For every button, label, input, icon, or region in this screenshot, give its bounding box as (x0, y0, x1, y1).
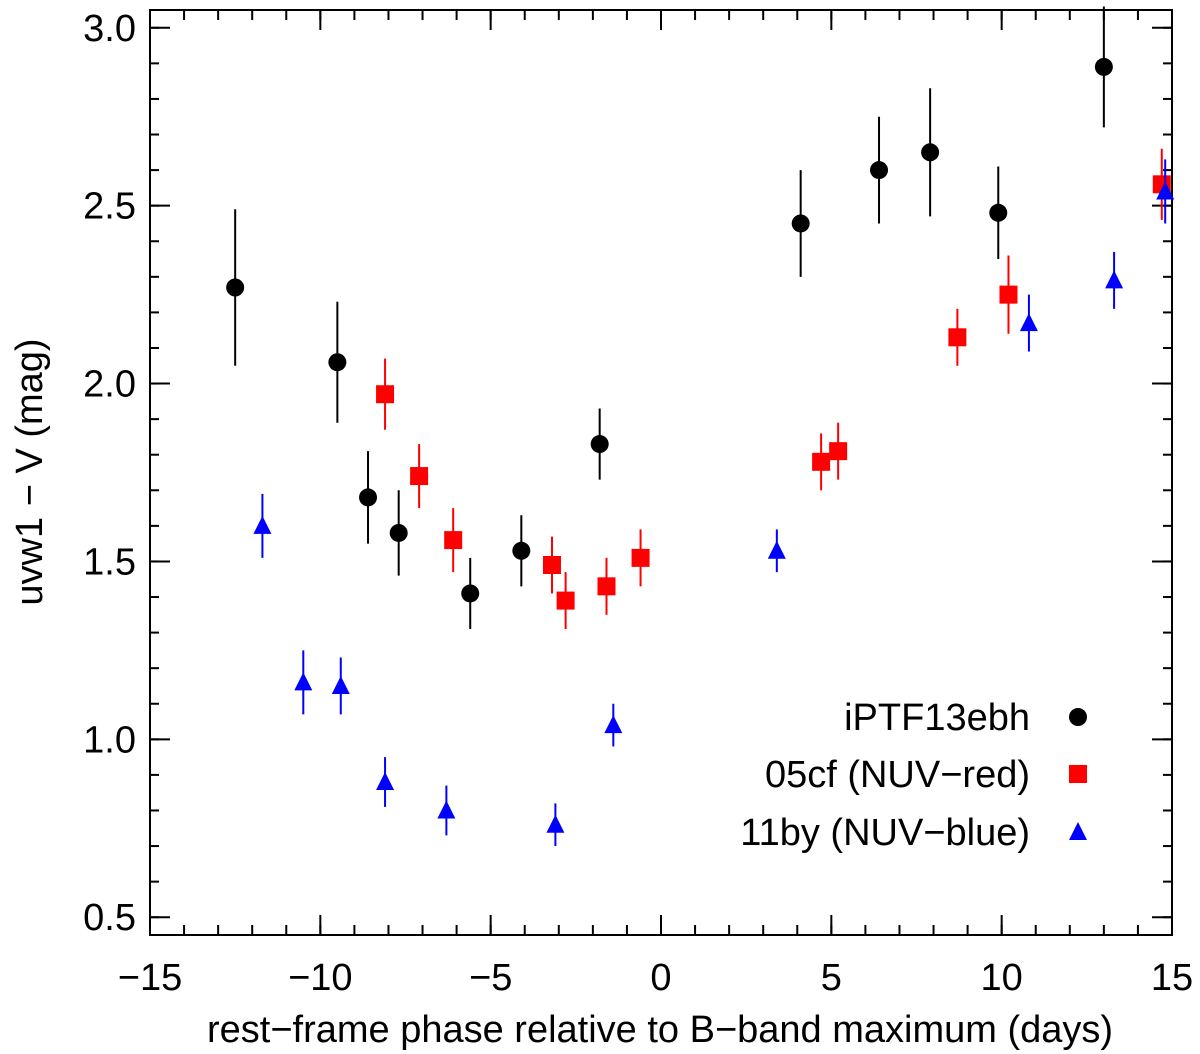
series-2 (253, 159, 1175, 847)
data-point (1105, 270, 1124, 289)
x-tick-label: 5 (821, 957, 842, 999)
y-axis-label: uvw1 − V (mag) (9, 338, 51, 605)
x-tick-label: −10 (288, 957, 352, 999)
series-0 (226, 6, 1113, 630)
data-point (376, 772, 395, 791)
data-point (1156, 181, 1175, 200)
legend-marker-circle (1069, 708, 1087, 726)
x-tick-label: −15 (118, 957, 182, 999)
data-point (921, 143, 940, 162)
legend: iPTF13ebh 05cf (NUV−red) 11by (NUV−blue) (740, 697, 1087, 854)
data-point (376, 385, 395, 404)
y-tick-label: 0.5 (83, 897, 136, 939)
series-1 (376, 148, 1171, 630)
y-tick-label: 1.5 (83, 541, 136, 583)
x-tick-label: 15 (1151, 957, 1193, 999)
data-point (999, 285, 1018, 304)
series-layer (226, 6, 1175, 847)
data-point (546, 814, 565, 833)
y-tick-labels: 0.5 1.0 1.5 2.0 2.5 3.0 (83, 8, 136, 939)
data-point (437, 800, 456, 819)
data-point (542, 556, 561, 574)
data-point (631, 548, 650, 567)
data-point (294, 672, 313, 691)
data-point (461, 584, 480, 603)
y-tick-label: 3.0 (83, 8, 136, 50)
legend-label-05cf: 05cf (NUV−red) (765, 754, 1030, 796)
x-tick-label: 10 (981, 957, 1023, 999)
x-tick-label: −5 (469, 957, 512, 999)
data-point (331, 675, 350, 694)
data-point (1019, 313, 1038, 332)
legend-marker-triangle (1069, 822, 1087, 840)
data-point (597, 577, 616, 596)
data-point (444, 531, 463, 550)
legend-label-iptf13ebh: iPTF13ebh (844, 697, 1030, 739)
data-point (512, 541, 531, 560)
y-tick-label: 2.0 (83, 364, 136, 406)
data-point (226, 278, 245, 297)
plot-frame (149, 9, 1173, 936)
data-point (590, 435, 609, 454)
legend-label-11by: 11by (NUV−blue) (740, 812, 1030, 854)
y-tick-label: 1.0 (83, 719, 136, 761)
data-point (556, 591, 575, 610)
data-point (1094, 57, 1113, 76)
y-tick-label: 2.5 (83, 186, 136, 228)
data-point (328, 353, 347, 372)
data-point (389, 523, 408, 542)
major-ticks (149, 10, 1173, 935)
x-tick-label: 0 (650, 957, 671, 999)
data-point (948, 328, 967, 347)
minor-ticks (149, 10, 1173, 935)
data-point (989, 203, 1008, 222)
data-point (791, 214, 810, 233)
x-tick-labels: −15 −10 −5 0 5 10 15 (118, 957, 1193, 999)
data-point (812, 452, 831, 471)
data-point (767, 540, 786, 559)
data-point (604, 715, 623, 734)
legend-marker-square (1069, 765, 1087, 783)
x-axis-label: rest−frame phase relative to B−band maxi… (207, 1009, 1113, 1051)
data-point (253, 515, 272, 534)
data-point (410, 467, 429, 486)
data-point (870, 161, 889, 180)
data-point (829, 442, 848, 461)
data-point (359, 488, 378, 507)
